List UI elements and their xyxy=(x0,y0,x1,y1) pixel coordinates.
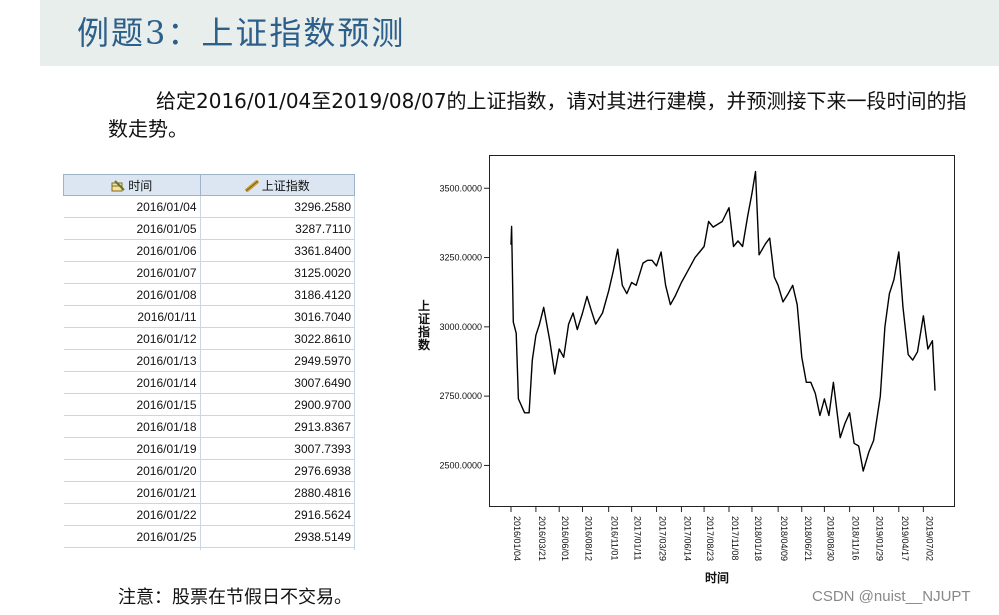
cell-index-value[interactable]: 2880.4816 xyxy=(200,481,355,504)
cell-index-value[interactable]: 2976.6938 xyxy=(200,459,355,482)
table-row[interactable]: 2016/01/15 2900.9700 xyxy=(63,393,355,416)
cell-date[interactable]: 2016/01/04 xyxy=(63,195,201,218)
table-row[interactable]: 2016/01/22 2916.5624 xyxy=(63,503,355,526)
x-tick-label: 2019/07/02 xyxy=(924,516,934,561)
cell-date[interactable]: 2016/01/08 xyxy=(63,283,201,306)
x-tick-label: 2016/08/12 xyxy=(583,516,593,561)
cell-date[interactable]: 2016/01/07 xyxy=(63,261,201,284)
y-tick-label: 2500.0000 xyxy=(439,460,482,470)
column-header-index[interactable]: 上证指数 xyxy=(199,174,355,196)
table-row[interactable]: 2016/01/08 3186.4120 xyxy=(63,283,355,306)
cell-date[interactable]: 2016/01/25 xyxy=(63,525,201,548)
column-header-time[interactable]: 时间 xyxy=(63,174,201,196)
cell-date[interactable] xyxy=(63,547,201,550)
x-tick-label: 2019/04/17 xyxy=(900,516,910,561)
x-tick-label: 2016/03/21 xyxy=(537,516,547,561)
cell-index-value[interactable]: 3287.7110 xyxy=(200,217,355,240)
note-text: 注意：股票在节假日不交易。 xyxy=(118,587,352,608)
cell-index-value[interactable]: 3361.8400 xyxy=(200,239,355,262)
x-tick-label: 2016/11/01 xyxy=(610,516,620,560)
table-row[interactable]: 2016/01/11 3016.7040 xyxy=(63,305,355,328)
cell-date[interactable]: 2016/01/21 xyxy=(63,481,201,504)
table-row[interactable] xyxy=(63,547,355,550)
x-tick-label: 2019/01/29 xyxy=(875,516,885,561)
chart-plot-frame xyxy=(489,155,955,507)
y-tick-label: 3250.0000 xyxy=(439,253,482,263)
x-tick-label: 2017/01/11 xyxy=(633,516,643,560)
cell-date[interactable]: 2016/01/14 xyxy=(63,371,201,394)
cell-index-value[interactable]: 3007.6490 xyxy=(200,371,355,394)
x-tick-label: 2018/01/18 xyxy=(753,516,763,561)
table-row[interactable]: 2016/01/12 3022.8610 xyxy=(63,327,355,350)
x-tick-label: 2017/08/23 xyxy=(705,516,715,561)
cell-index-value[interactable]: 2913.8367 xyxy=(200,415,355,438)
x-tick-label: 2018/08/30 xyxy=(825,516,835,561)
table-row[interactable]: 2016/01/19 3007.7393 xyxy=(63,437,355,460)
page-title: 例题3：上证指数预测 xyxy=(77,14,406,52)
title-band xyxy=(40,0,999,66)
cell-date[interactable]: 2016/01/05 xyxy=(63,217,201,240)
x-tick-label: 2018/04/09 xyxy=(779,516,789,561)
cell-date[interactable]: 2016/01/13 xyxy=(63,349,201,372)
y-tick-label: 3500.0000 xyxy=(439,183,482,193)
cell-index-value[interactable]: 3016.7040 xyxy=(200,305,355,328)
x-tick-label: 2018/11/16 xyxy=(851,516,861,560)
cell-index-value[interactable]: 2938.5149 xyxy=(200,525,355,548)
table-row[interactable]: 2016/01/07 3125.0020 xyxy=(63,261,355,284)
table-row[interactable]: 2016/01/14 3007.6490 xyxy=(63,371,355,394)
data-table-view: 时间 上证指数 2016/01/04 3296.2580 2016/01/05 328… xyxy=(63,174,355,550)
table-row[interactable]: 2016/01/25 2938.5149 xyxy=(63,525,355,548)
series-line-shanghai-index xyxy=(510,170,936,472)
y-tick-label: 2750.0000 xyxy=(439,391,482,401)
table-row[interactable]: 2016/01/04 3296.2580 xyxy=(63,195,355,218)
table-row[interactable]: 2016/01/13 2949.5970 xyxy=(63,349,355,372)
table-row[interactable]: 2016/01/06 3361.8400 xyxy=(63,239,355,262)
cell-index-value[interactable]: 3007.7393 xyxy=(200,437,355,460)
cell-index-value[interactable] xyxy=(200,547,355,550)
table-row[interactable]: 2016/01/21 2880.4816 xyxy=(63,481,355,504)
cell-date[interactable]: 2016/01/19 xyxy=(63,437,201,460)
cell-index-value[interactable]: 2900.9700 xyxy=(200,393,355,416)
cell-date[interactable]: 2016/01/20 xyxy=(63,459,201,482)
y-tick-label: 3000.0000 xyxy=(439,322,482,332)
watermark: CSDN @nuist__NJUPT xyxy=(812,588,971,605)
x-tick-label: 2018/06/21 xyxy=(803,516,813,561)
date-ruler-icon xyxy=(111,179,125,191)
x-tick-label: 2017/03/29 xyxy=(658,516,668,561)
cell-index-value[interactable]: 3186.4120 xyxy=(200,283,355,306)
cell-index-value[interactable]: 2949.5970 xyxy=(200,349,355,372)
cell-date[interactable]: 2016/01/18 xyxy=(63,415,201,438)
cell-date[interactable]: 2016/01/11 xyxy=(63,305,201,328)
column-header-index-label: 上证指数 xyxy=(261,178,310,193)
x-tick-label: 2016/01/04 xyxy=(512,516,522,561)
cell-index-value[interactable]: 3296.2580 xyxy=(200,195,355,218)
x-axis-label: 时间 xyxy=(705,571,730,585)
x-tick-label: 2017/11/08 xyxy=(730,516,740,560)
table-row[interactable]: 2016/01/05 3287.7110 xyxy=(63,217,355,240)
y-axis-label: 上证指数 xyxy=(417,299,430,352)
problem-description: 给定2016/01/04至2019/08/07的上证指数，请对其进行建模，并预测… xyxy=(108,89,967,141)
cell-date[interactable]: 2016/01/22 xyxy=(63,503,201,526)
cell-index-value[interactable]: 3022.8610 xyxy=(200,327,355,350)
table-row[interactable]: 2016/01/20 2976.6938 xyxy=(63,459,355,482)
column-header-time-label: 时间 xyxy=(128,178,153,193)
x-tick-label: 2017/06/14 xyxy=(682,516,692,561)
cell-date[interactable]: 2016/01/15 xyxy=(63,393,201,416)
table-row[interactable]: 2016/01/18 2913.8367 xyxy=(63,415,355,438)
data-table: 时间 上证指数 2016/01/04 3296.2580 2016/01/05 328… xyxy=(63,174,355,550)
cell-date[interactable]: 2016/01/06 xyxy=(63,239,201,262)
cell-index-value[interactable]: 2916.5624 xyxy=(200,503,355,526)
cell-date[interactable]: 2016/01/12 xyxy=(63,327,201,350)
scale-ruler-icon xyxy=(244,179,259,192)
cell-index-value[interactable]: 3125.0020 xyxy=(200,261,355,284)
x-tick-label: 2016/06/01 xyxy=(560,516,570,561)
